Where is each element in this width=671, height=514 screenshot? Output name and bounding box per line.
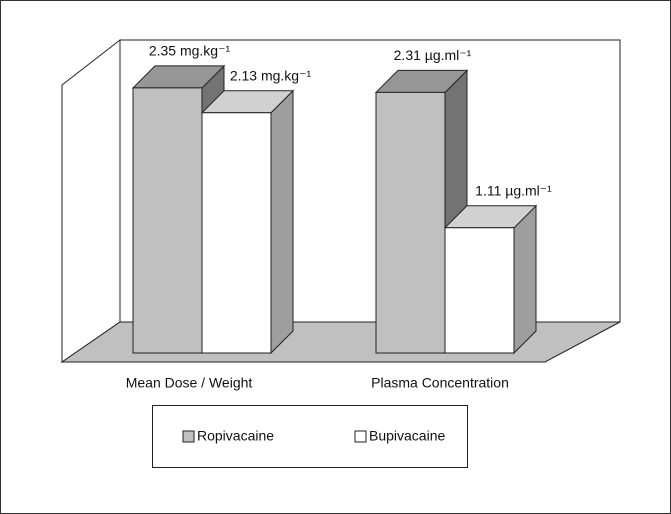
bar	[200, 89, 295, 355]
x-tick-label: Plasma Concentration	[371, 375, 509, 391]
x-tick-label: Mean Dose / Weight	[126, 375, 253, 391]
legend-label: Ropivacaine	[197, 428, 274, 444]
bar-face	[444, 227, 515, 354]
bar-side	[270, 89, 294, 355]
legend-box	[152, 405, 468, 468]
legend-swatch	[354, 430, 367, 443]
data-label: 2.31 µg.ml⁻¹	[394, 47, 472, 63]
data-label: 2.35 mg.kg⁻¹	[149, 43, 231, 59]
data-label: 2.13 mg.kg⁻¹	[230, 67, 312, 83]
legend-swatch	[182, 430, 195, 443]
bar-face	[201, 112, 272, 354]
bar-face	[375, 91, 446, 354]
data-label: 1.11 µg.ml⁻¹	[475, 182, 552, 198]
bar-face	[132, 87, 203, 354]
bar	[443, 204, 538, 355]
bar-side	[513, 204, 537, 355]
legend-label: Bupivacaine	[369, 428, 445, 444]
left-wall	[61, 38, 121, 363]
